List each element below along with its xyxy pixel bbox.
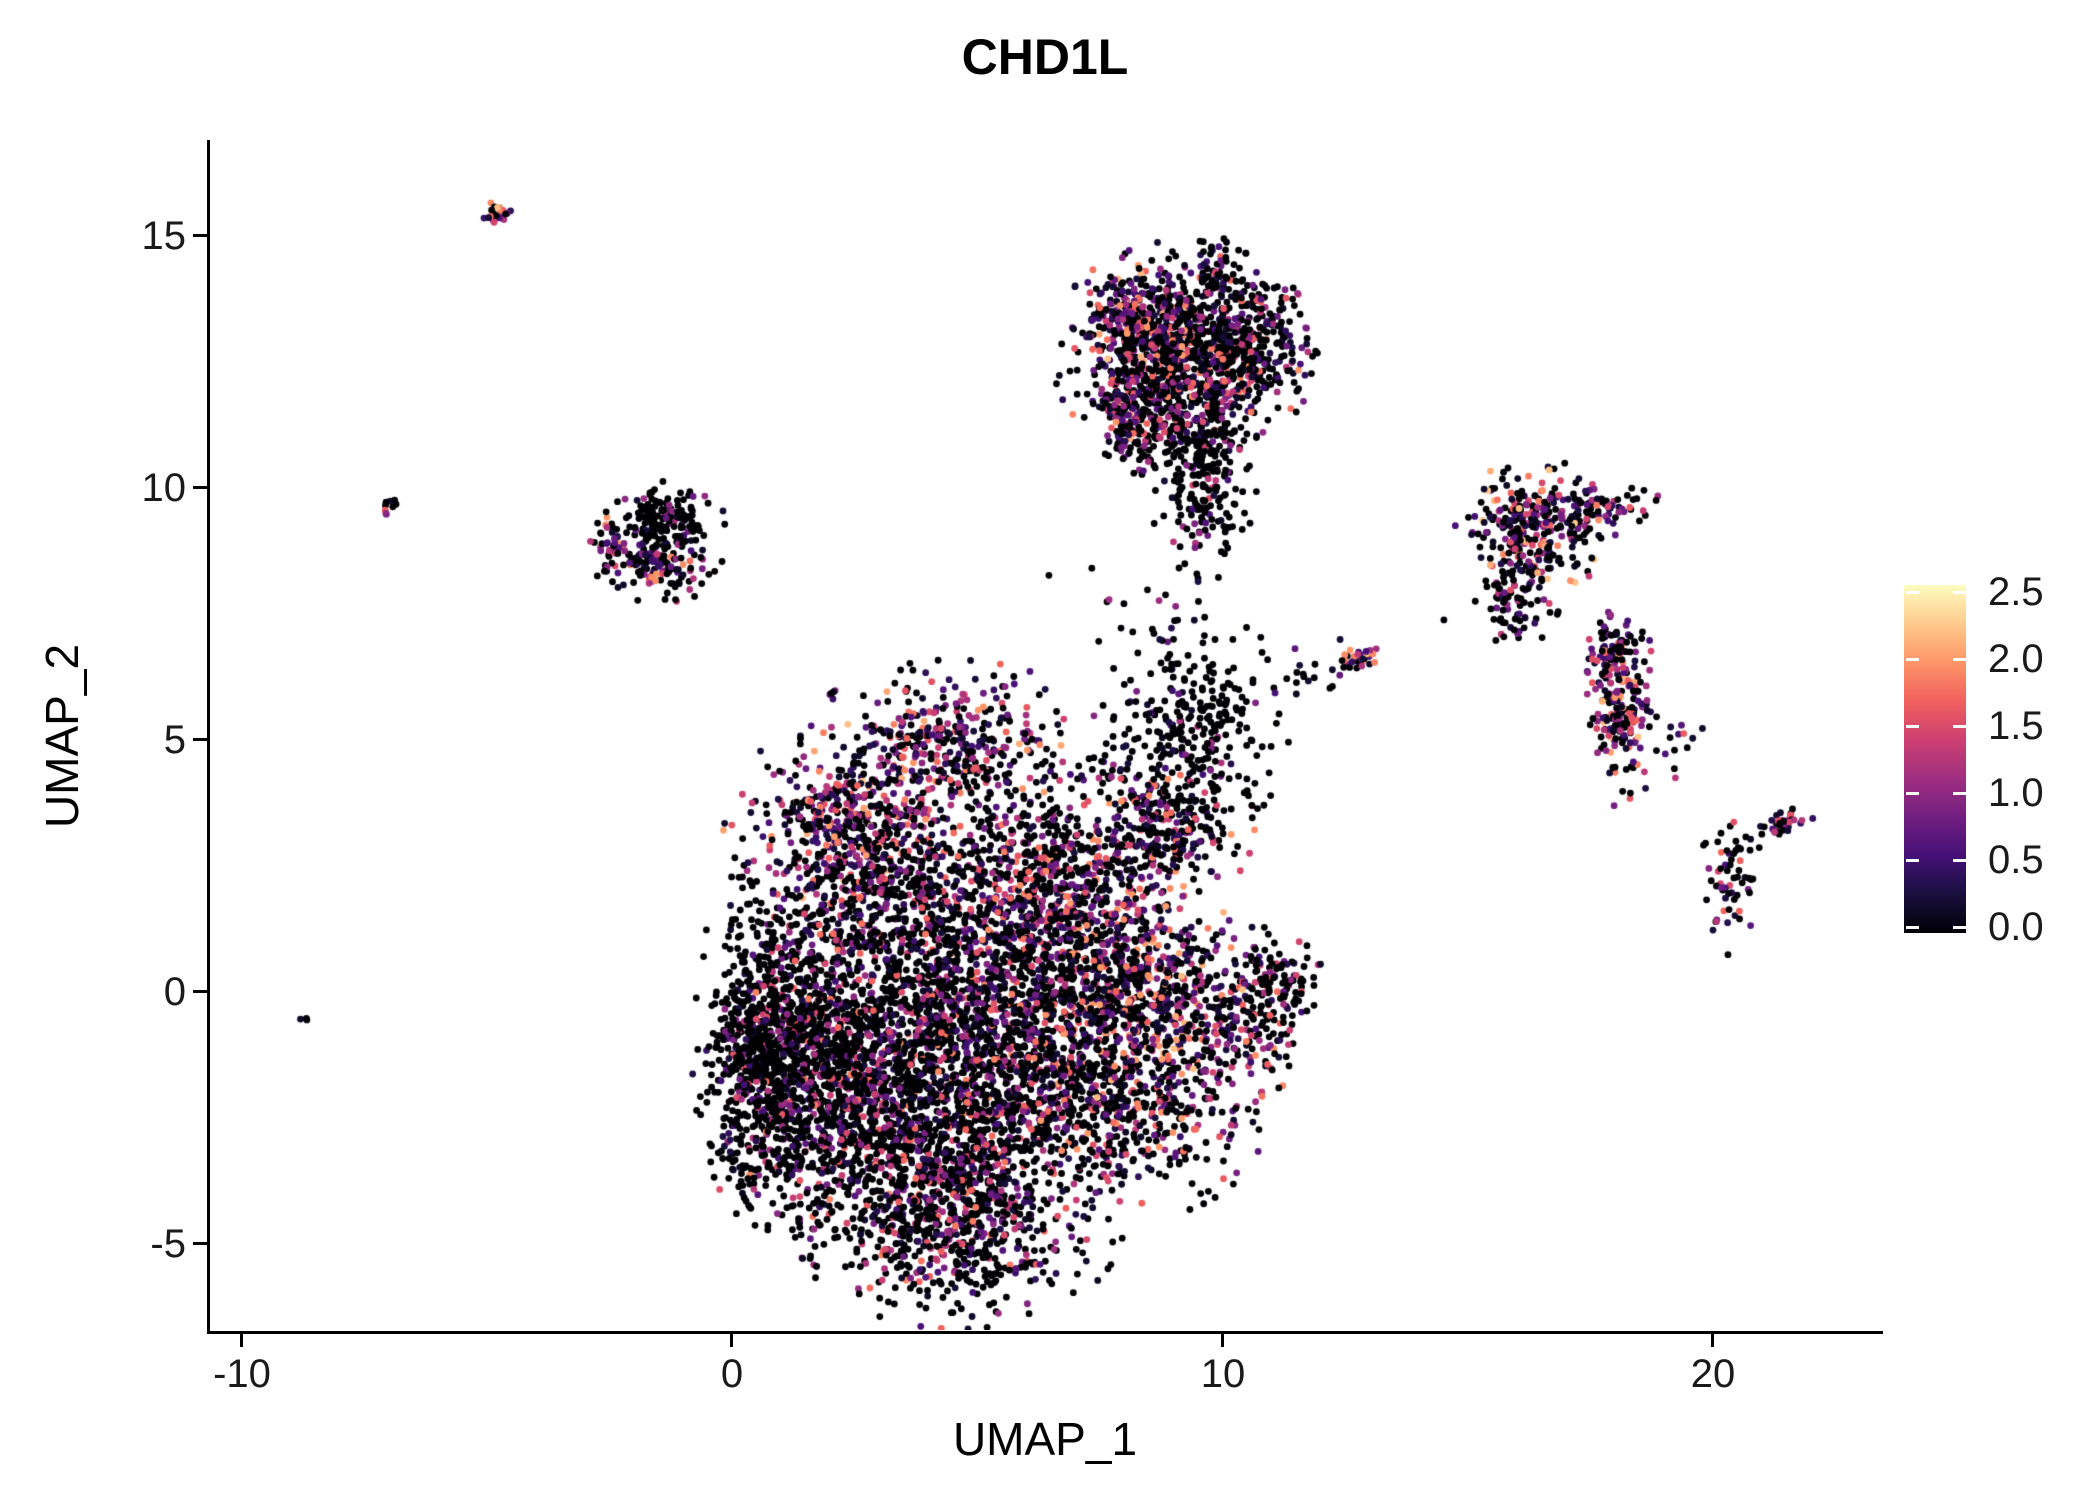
x-axis-line [207, 1331, 1883, 1334]
legend-tick-label: 2.0 [1988, 637, 2044, 681]
x-tick-mark [730, 1334, 733, 1347]
y-tick-label: 5 [163, 718, 186, 762]
legend-tick-mark [1906, 590, 1919, 594]
x-tick-label: 20 [1690, 1352, 1736, 1396]
legend-tick-mark [1953, 724, 1966, 728]
y-tick-mark [193, 234, 207, 237]
legend-tick-mark [1953, 858, 1966, 862]
y-tick-mark [193, 990, 207, 993]
legend-tick-mark [1906, 791, 1919, 795]
y-tick-mark [193, 1242, 207, 1245]
y-tick-label: 10 [141, 466, 187, 510]
x-tick-mark [1221, 1334, 1224, 1347]
x-tick-label: 0 [720, 1352, 744, 1396]
legend-tick-label: 0.5 [1988, 838, 2044, 882]
y-tick-mark [193, 738, 207, 741]
y-tick-mark [193, 486, 207, 489]
umap-scatter-canvas [210, 140, 1880, 1330]
x-tick-mark [240, 1334, 243, 1347]
legend-tick-mark [1906, 657, 1919, 661]
legend-tick-mark [1906, 858, 1919, 862]
legend-tick-label: 1.0 [1988, 771, 2044, 815]
x-tick-label: 10 [1200, 1352, 1246, 1396]
y-axis-line [207, 140, 210, 1334]
legend-tick-label: 2.5 [1988, 570, 2044, 614]
y-tick-label: 0 [163, 970, 186, 1014]
legend-tick-mark [1953, 925, 1966, 929]
legend-tick-mark [1953, 657, 1966, 661]
legend-tick-mark [1906, 925, 1919, 929]
legend-tick-label: 1.5 [1988, 704, 2044, 748]
legend-tick-mark [1953, 590, 1966, 594]
legend-tick-mark [1953, 791, 1966, 795]
legend-gradient [1904, 585, 1966, 933]
x-tick-mark [1711, 1334, 1714, 1347]
x-axis-title: UMAP_1 [952, 1413, 1138, 1465]
plot-title: CHD1L [961, 29, 1129, 85]
legend-tick-mark [1906, 724, 1919, 728]
legend-tick-label: 0.0 [1988, 905, 2044, 949]
y-tick-label: 15 [141, 214, 187, 258]
y-axis-title: UMAP_2 [36, 643, 88, 829]
y-tick-label: -5 [150, 1222, 186, 1266]
x-tick-label: -10 [213, 1352, 271, 1396]
